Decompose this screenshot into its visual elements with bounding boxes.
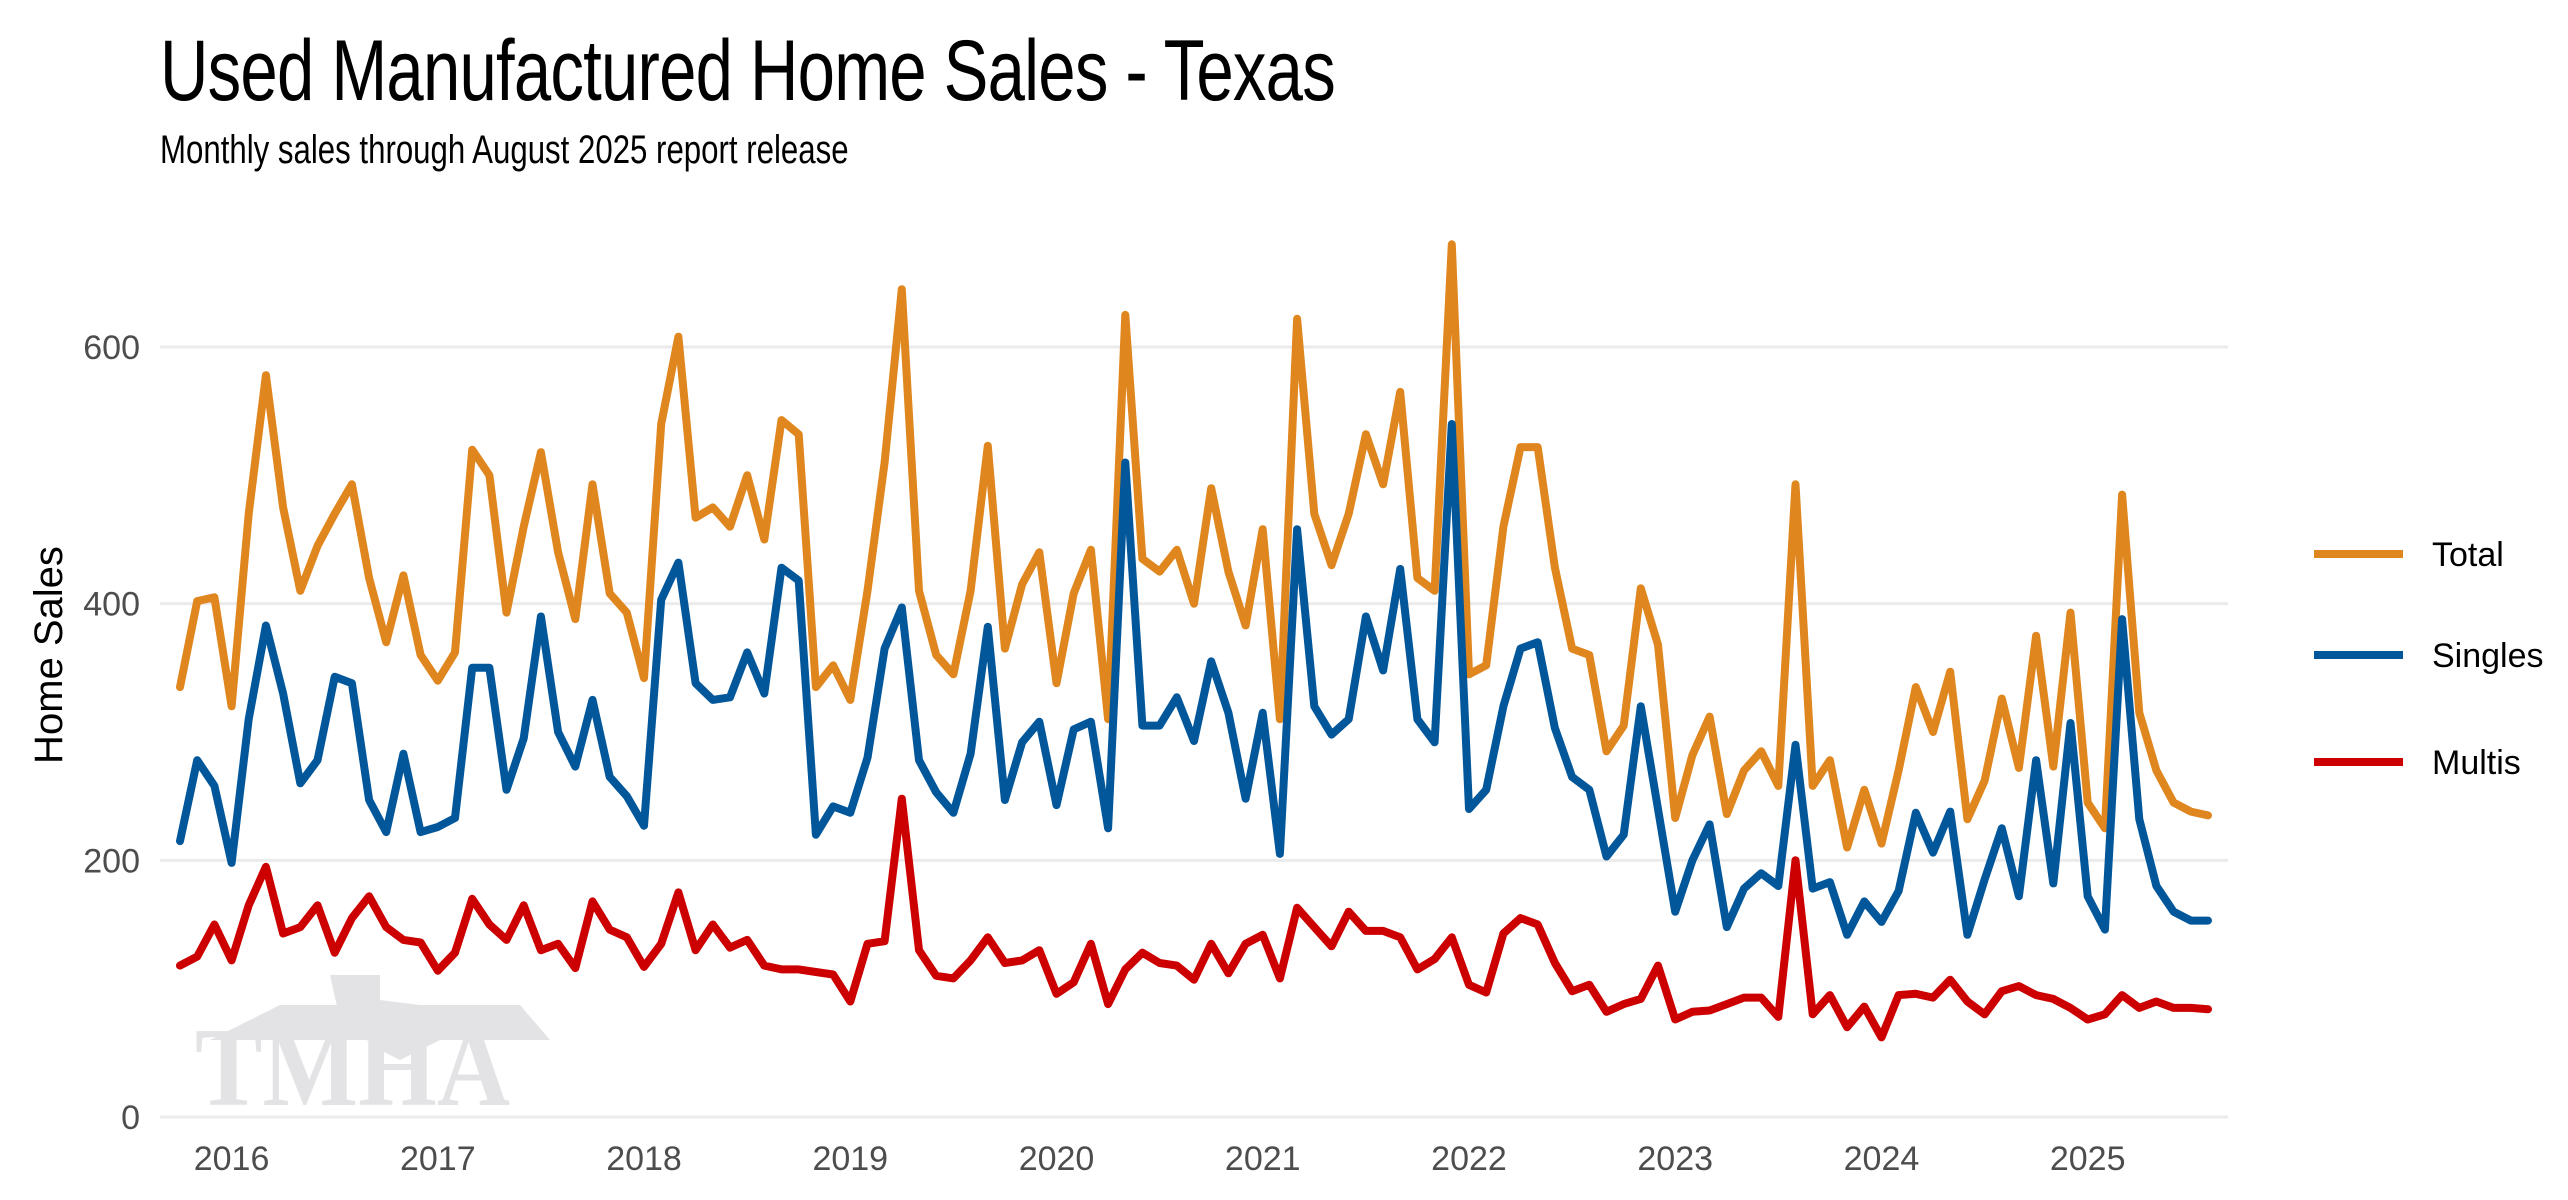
x-tick-label: 2023: [1637, 1140, 1713, 1178]
legend-item-total: Total: [2314, 536, 2504, 574]
series-line-multis: [176, 794, 2212, 1042]
legend-label: Singles: [2432, 637, 2544, 675]
y-tick-label: 600: [83, 329, 140, 367]
legend-item-singles: Singles: [2314, 637, 2544, 675]
tmha-logo-watermark: TMHA: [195, 975, 550, 1130]
logo-texas-shape: [330, 975, 440, 1060]
series-line-singles: [176, 420, 2212, 939]
chart-subtitle: Monthly sales through August 2025 report…: [160, 128, 849, 172]
y-tick-label: 400: [83, 586, 140, 624]
y-tick-label: 200: [83, 842, 140, 880]
legend-item-multis: Multis: [2314, 744, 2521, 782]
legend-label: Multis: [2432, 744, 2521, 782]
logo-text: TMHA: [195, 1006, 510, 1130]
y-axis-ticks: 0 200 400 600: [83, 329, 140, 1137]
series-line-total: [176, 240, 2212, 852]
x-tick-label: 2025: [2050, 1140, 2126, 1178]
x-tick-label: 2022: [1431, 1140, 1507, 1178]
x-tick-label: 2019: [812, 1140, 888, 1178]
y-axis-label: Home Sales: [27, 546, 71, 764]
legend-label: Total: [2432, 536, 2504, 574]
x-axis-ticks: 2016 2017 2018 2019 2020 2021 2022 2023 2024 2025: [194, 1140, 2126, 1178]
chart-title: Used Manufactured Home Sales - Texas: [160, 23, 1336, 119]
y-tick-label: 0: [121, 1099, 140, 1137]
x-tick-label: 2024: [1844, 1140, 1920, 1178]
legend: Total Singles Multis: [2314, 536, 2544, 782]
x-tick-label: 2017: [400, 1140, 476, 1178]
x-tick-label: 2021: [1225, 1140, 1301, 1178]
x-tick-label: 2020: [1019, 1140, 1095, 1178]
series-lines: [176, 240, 2212, 1042]
x-tick-label: 2018: [606, 1140, 682, 1178]
x-tick-label: 2016: [194, 1140, 270, 1178]
